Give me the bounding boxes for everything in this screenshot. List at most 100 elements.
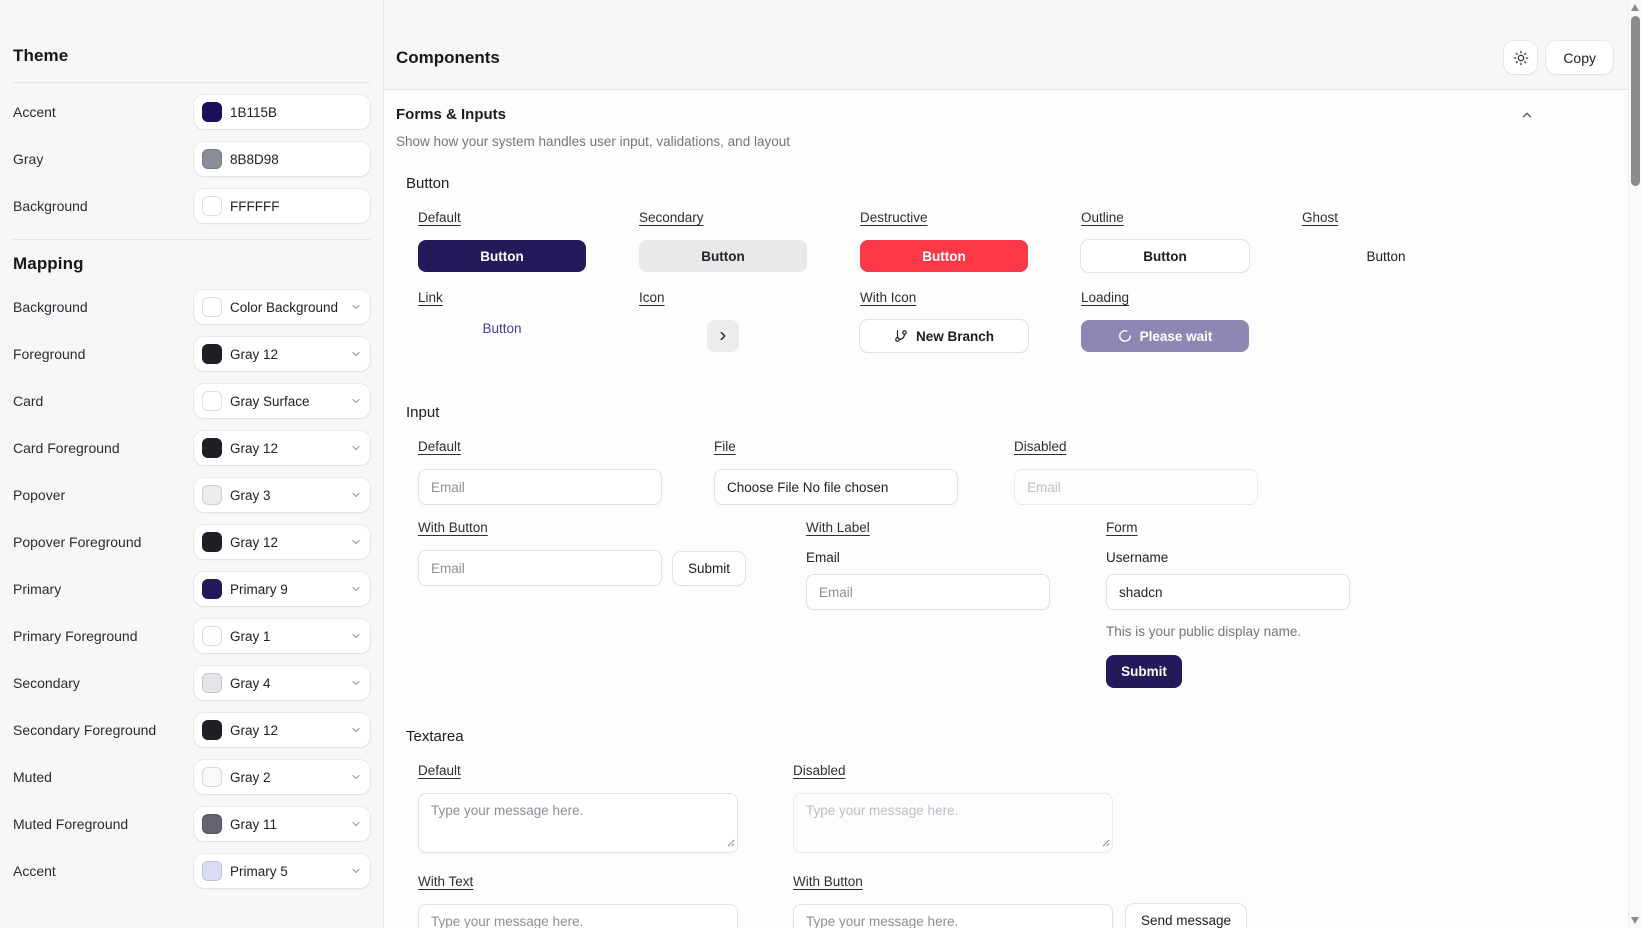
variant-label-ghost: Ghost <box>1302 210 1339 225</box>
chevron-down-icon <box>350 395 362 407</box>
input-with-label-cell: With Label Email <box>806 520 1106 610</box>
mapping-select[interactable]: Color Background <box>194 290 370 324</box>
loading-button-label: Please wait <box>1139 328 1213 344</box>
file-input[interactable]: Choose File No file chosen <box>714 469 958 505</box>
mapping-row: Muted Foreground Gray 11 <box>13 807 370 841</box>
ghost-button[interactable]: Button <box>1302 240 1470 272</box>
textarea-with-button-cell: With Button Send message <box>793 874 1247 928</box>
username-input[interactable] <box>1106 574 1350 610</box>
chevron-down-icon <box>350 442 362 454</box>
color-hex-input[interactable]: 1B115B <box>194 95 370 129</box>
form-submit-button[interactable]: Submit <box>1106 655 1182 688</box>
textarea-with-text-cell: With Text <box>418 874 793 928</box>
link-button[interactable]: Button <box>476 320 527 337</box>
mapping-select[interactable]: Gray 11 <box>194 807 370 841</box>
collapse-section-button[interactable] <box>1518 106 1536 124</box>
chevron-down-icon <box>350 630 362 642</box>
mapping-value: Gray 12 <box>230 534 279 550</box>
button-variants-row-1: Default Button Secondary Button Destruct… <box>418 210 1621 272</box>
color-swatch <box>202 344 222 364</box>
scroll-down-arrow[interactable] <box>1631 917 1639 924</box>
button-ghost-cell: Ghost Button <box>1302 210 1523 272</box>
button-outline-cell: Outline Button <box>1081 210 1302 272</box>
mapping-select[interactable]: Gray 12 <box>194 713 370 747</box>
section-title: Forms & Inputs <box>396 106 507 123</box>
color-swatch <box>202 438 222 458</box>
mapping-select[interactable]: Primary 5 <box>194 854 370 888</box>
scrollbar-thumb[interactable] <box>1631 16 1640 186</box>
variant-label-default: Default <box>418 210 461 225</box>
chevron-right-icon <box>716 329 730 343</box>
variant-label-outline: Outline <box>1081 210 1124 225</box>
icon-button[interactable] <box>707 320 739 352</box>
mapping-select[interactable]: Primary 9 <box>194 572 370 606</box>
mapping-label: Primary Foreground <box>13 628 138 644</box>
color-hex-input[interactable]: 8B8D98 <box>194 142 370 176</box>
button-secondary-cell: Secondary Button <box>639 210 860 272</box>
theme-field-row: Accent 1B115B <box>13 95 370 129</box>
mapping-select[interactable]: Gray 3 <box>194 478 370 512</box>
variant-label-input-with-button: With Button <box>418 520 488 535</box>
message-textarea-with-button[interactable] <box>793 904 1113 928</box>
mapping-row: Accent Primary 5 <box>13 854 370 888</box>
color-swatch <box>202 861 222 881</box>
outline-button[interactable]: Button <box>1081 240 1249 272</box>
mapping-value: Gray 12 <box>230 346 279 362</box>
loading-button[interactable]: Please wait <box>1081 320 1249 352</box>
mapping-label: Popover Foreground <box>13 534 142 550</box>
theme-panel-title: Theme <box>13 46 69 65</box>
theme-field-label: Accent <box>13 104 56 120</box>
chevron-down-icon <box>350 583 362 595</box>
mapping-label: Background <box>13 299 88 315</box>
secondary-button[interactable]: Button <box>639 240 807 272</box>
scroll-up-arrow[interactable] <box>1631 4 1639 11</box>
send-message-button[interactable]: Send message <box>1126 904 1247 928</box>
chevron-down-icon <box>350 348 362 360</box>
mapping-select[interactable]: Gray 1 <box>194 619 370 653</box>
theme-field-row: Gray 8B8D98 <box>13 142 370 176</box>
mapping-row: Primary Primary 9 <box>13 572 370 606</box>
destructive-button[interactable]: Button <box>860 240 1028 272</box>
button-loading-cell: Loading Please wait <box>1081 290 1302 352</box>
input-default-cell: Default <box>418 439 714 505</box>
email-input-with-button[interactable] <box>418 550 662 586</box>
message-textarea[interactable] <box>418 793 738 853</box>
textarea-group-title: Textarea <box>406 728 464 745</box>
mapping-select[interactable]: Gray 12 <box>194 431 370 465</box>
color-swatch <box>202 673 222 693</box>
chevron-down-icon <box>350 771 362 783</box>
input-variants-row-2: With Button Submit With Label Email Form… <box>418 520 1621 688</box>
mapping-select[interactable]: Gray 4 <box>194 666 370 700</box>
spinner-icon <box>1118 329 1132 343</box>
header-actions: Copy <box>1504 41 1613 74</box>
message-textarea-with-text[interactable] <box>418 904 738 928</box>
divider <box>13 82 370 83</box>
labeled-email-input[interactable] <box>806 574 1050 610</box>
mapping-select[interactable]: Gray 12 <box>194 337 370 371</box>
mapping-label: Muted <box>13 769 52 785</box>
light-mode-toggle-button[interactable] <box>1504 41 1538 74</box>
submit-button-outline[interactable]: Submit <box>673 551 746 585</box>
mapping-select[interactable]: Gray 12 <box>194 525 370 559</box>
mapping-row: Foreground Gray 12 <box>13 337 370 371</box>
mapping-label: Muted Foreground <box>13 816 129 832</box>
mapping-select[interactable]: Gray 2 <box>194 760 370 794</box>
copy-theme-button[interactable]: Copy <box>1546 41 1613 74</box>
new-branch-button[interactable]: New Branch <box>860 320 1028 352</box>
email-input[interactable] <box>418 469 662 505</box>
new-branch-button-label: New Branch <box>915 328 995 344</box>
color-swatch <box>202 814 222 834</box>
variant-label-loading: Loading <box>1081 290 1130 305</box>
variant-label-textarea-disabled: Disabled <box>793 763 846 778</box>
mapping-label: Secondary Foreground <box>13 722 157 738</box>
mapping-value: Gray 11 <box>230 816 278 832</box>
default-button[interactable]: Button <box>418 240 586 272</box>
chevron-up-icon <box>1520 108 1534 122</box>
vertical-scrollbar[interactable] <box>1628 0 1641 928</box>
color-hex-input[interactable]: FFFFFF <box>194 189 370 223</box>
button-group-title: Button <box>406 175 450 192</box>
color-swatch <box>202 767 222 787</box>
mapping-select[interactable]: Gray Surface <box>194 384 370 418</box>
color-swatch <box>202 626 222 646</box>
variant-label-icon: Icon <box>639 290 665 305</box>
